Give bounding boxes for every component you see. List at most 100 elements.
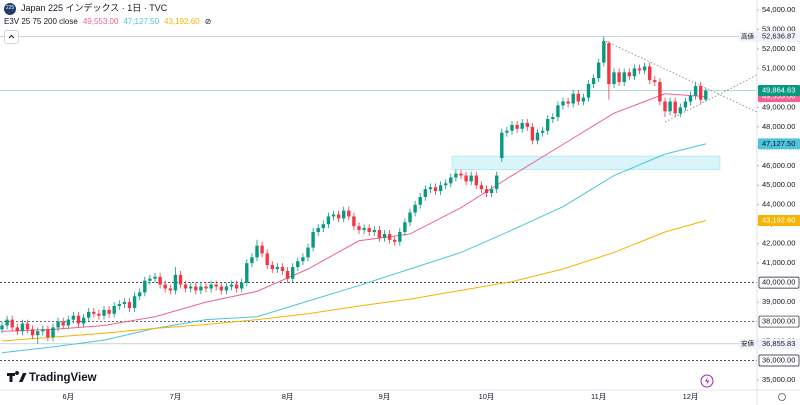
candle-body [515,124,519,129]
last-price-box [758,85,800,97]
candle-body [30,329,35,336]
gear[interactable] [778,393,786,401]
icon-bolt[interactable] [705,377,710,385]
extreme-tag-box [739,31,756,42]
extreme-tag-box [739,338,756,349]
trend-line [602,39,757,113]
y-tick-label: 45,000.00 [762,180,795,189]
candle-body [540,130,545,133]
candle-body [489,189,494,194]
candle-body [311,232,315,248]
candle-body [663,101,667,112]
candle-body [673,101,677,114]
candle-body [433,187,438,192]
candle-body [81,317,86,324]
replay-icon[interactable] [700,374,714,388]
candle-body [449,177,453,184]
x-tick-label: 11月 [591,392,606,401]
candle-body [464,175,468,182]
candle-body [71,315,76,320]
y-tick-label: 36,000.00 [762,356,795,365]
y-tick-label: 39,000.00 [762,297,795,306]
collapse-button[interactable] [4,30,19,44]
candle-body [398,232,402,242]
candle-body [576,93,580,102]
candle-body [178,274,183,285]
candle-body [668,101,672,112]
y-tick-label: 38,000.00 [762,317,795,326]
candle-body [240,282,244,289]
candle-body [280,267,285,271]
candle-body [688,95,693,102]
candle-body [25,323,30,330]
y-tick-label: 42,000.00 [762,239,795,248]
candle-body [66,319,70,326]
indicator-name[interactable]: E3V 25 75 200 close [4,17,78,26]
ma-line [1,219,706,342]
candle-body [459,173,463,176]
candle-body [117,304,121,306]
candle-body [173,274,178,291]
candle-body [474,175,478,186]
plot-area [0,36,757,361]
extreme-tag: 安値 [741,339,755,348]
ma-label: 49,553.00 [762,92,795,101]
candle-body [10,319,14,328]
candle-body [683,101,688,108]
candle-body [581,97,586,102]
candle-body [393,239,397,242]
candle-body [214,284,218,287]
x-tick-label: 10月 [479,392,495,401]
candle-body [648,66,652,81]
candle-body [51,327,55,338]
candle-body [627,72,631,77]
chevron[interactable] [5,31,18,43]
candle-body [566,101,570,104]
candle-body [382,233,387,238]
settings-icon[interactable] [778,393,786,401]
candle-body [408,212,412,223]
zone [451,155,721,170]
candle-body [199,286,203,291]
y-tick-label: 40,000.00 [762,278,795,287]
x-tick-label: 7月 [170,392,182,401]
candle-body [183,284,188,289]
x-tick-label: 6月 [62,392,74,401]
candle-body [622,72,626,83]
candle-body [413,204,417,213]
candle-body [331,214,336,217]
candle-body [342,210,346,219]
candle-body [97,313,101,316]
candle-body [153,276,157,279]
candle-body [132,296,137,308]
candle-body [219,286,223,291]
candle-body [301,257,305,262]
y-tick-label: 49,000.00 [762,102,795,111]
candle-body [372,230,376,232]
candle-body [209,284,213,289]
y-tick-label: 53,000.00 [762,24,795,33]
last-price-label: 49,864.63 [762,86,795,95]
candle-body [428,187,433,190]
candle-body [194,286,198,291]
candle-body [693,85,698,96]
candle-body [367,228,371,232]
candle-body [612,72,616,84]
candle-body [387,233,392,240]
candle-body [362,228,366,231]
candle-body [546,119,550,131]
candle-body [270,265,274,269]
symbol-title[interactable]: Japan 225 インデックス · 1日 · TVC [21,3,168,13]
brand: TradingView [29,372,97,384]
candle-body [510,124,514,131]
x-tick-label: 12月 [683,392,699,401]
candle-body [5,319,9,326]
x-tick-label: 8月 [282,392,294,401]
candle-body [530,126,535,141]
candle-body [520,122,524,129]
candle-body [56,321,60,328]
hide-icon[interactable]: ⊘ [204,17,212,26]
candle-body [347,210,351,217]
